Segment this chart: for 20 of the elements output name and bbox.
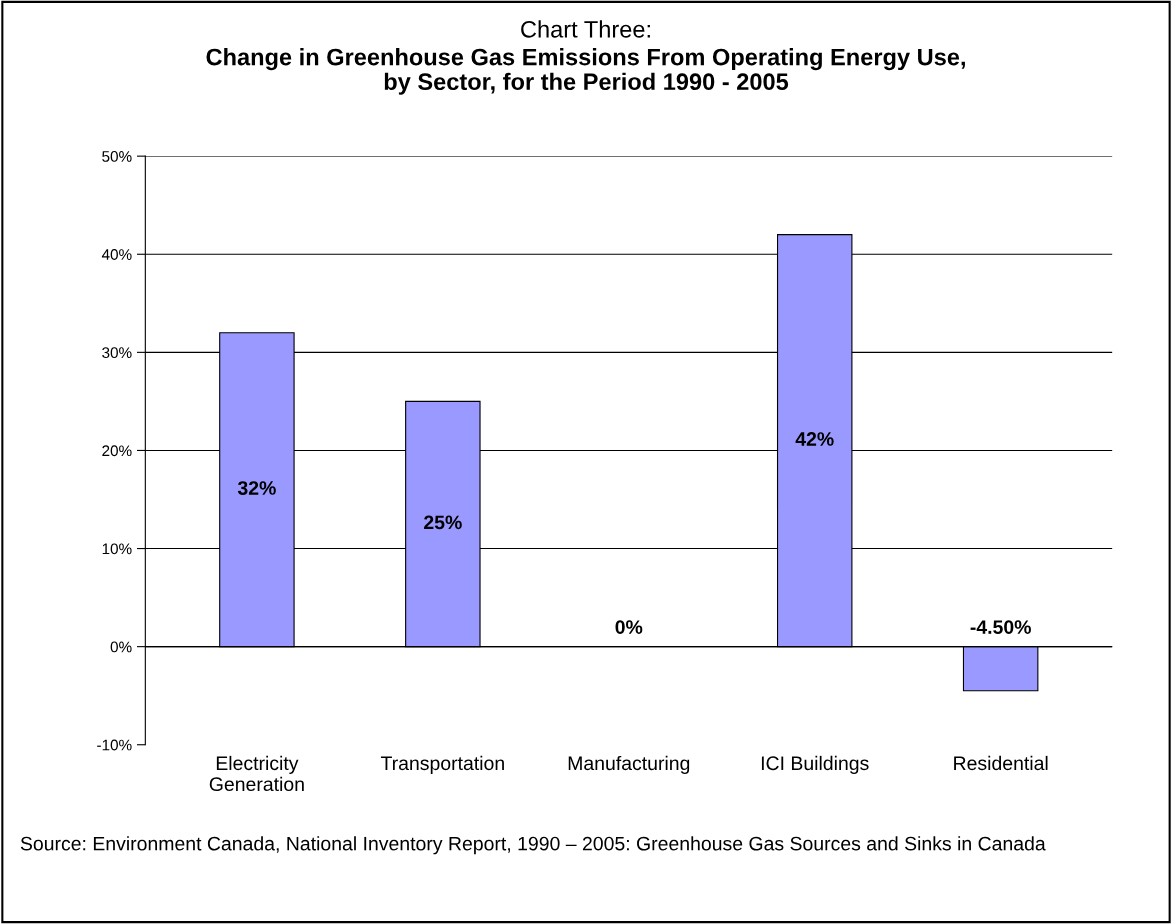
data-label: 25% [424, 515, 462, 530]
y-tick-label: 40% [101, 249, 132, 260]
data-label: 0% [615, 620, 643, 634]
chart-title: Chart Three: [521, 20, 650, 38]
chart-subtitle: Change in Greenhouse Gas Emissions From Operating Energy Use, by Sector, for the Period 1990 - 2005 [206, 48, 965, 95]
x-tick-label: Transportation [380, 755, 504, 774]
data-label: 42% [795, 432, 834, 446]
y-tick-label: 20% [102, 445, 132, 457]
x-tick-label: Manufacturing [568, 755, 690, 774]
y-tick-label: 10% [102, 543, 132, 555]
y-tick-label: -10% [97, 739, 132, 751]
x-tick-label: ICI Buildings [761, 755, 869, 774]
data-label: 32% [237, 481, 276, 495]
y-tick-label: 50% [102, 151, 132, 162]
data-label: -4.50% [970, 620, 1031, 634]
y-tick-label: 30% [102, 347, 132, 359]
y-tick-label: 0% [110, 641, 132, 653]
x-tick-label: Residential [954, 755, 1048, 771]
source-note: Source: Environment Canada, National Inventory Report, 1990 – 2005: Greenhouse Gas Sources and Sinks in Canada [20, 836, 1046, 855]
x-tick-label: Electricity Generation [209, 755, 304, 792]
